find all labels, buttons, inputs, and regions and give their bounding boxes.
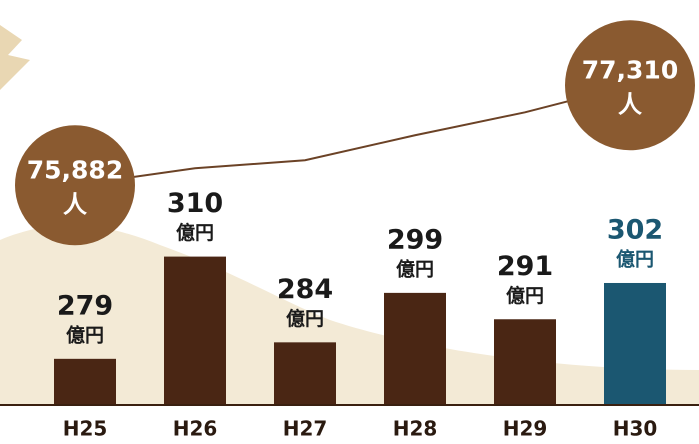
value-label: 291 [497, 251, 553, 282]
bar [54, 359, 116, 405]
x-tick-label: H30 [613, 417, 658, 441]
chart: 75,882人77,310人 279億円H25310億円H26284億円H272… [0, 0, 699, 444]
value-unit: 億円 [176, 221, 214, 244]
value-label: 310 [167, 188, 223, 219]
bar [384, 293, 446, 405]
x-tick-label: H28 [393, 417, 438, 441]
value-label: 302 [607, 214, 663, 245]
value-unit: 億円 [396, 257, 434, 280]
value-unit: 億円 [616, 247, 654, 270]
population-marker [565, 20, 695, 150]
value-label: 299 [387, 224, 443, 255]
value-unit: 億円 [506, 284, 544, 307]
population-unit: 人 [618, 90, 642, 118]
value-unit: 億円 [286, 307, 324, 330]
value-unit: 億円 [66, 323, 104, 346]
value-label: 279 [57, 290, 113, 321]
x-tick-label: H26 [173, 417, 218, 441]
population-label: 75,882 [27, 155, 123, 184]
x-tick-label: H27 [283, 417, 328, 441]
bar [164, 257, 226, 405]
population-label: 77,310 [582, 55, 678, 84]
bar [494, 319, 556, 405]
population-unit: 人 [63, 190, 87, 218]
x-tick-label: H25 [63, 417, 108, 441]
line-layer: 75,882 人 77,310 人 [15, 20, 695, 245]
page: {"chart_data": {"type": "bar", "categori… [0, 0, 699, 444]
leaf-decoration [0, 25, 30, 90]
bar [604, 283, 666, 405]
population-marker [15, 125, 135, 245]
value-label: 284 [277, 274, 333, 305]
x-tick-label: H29 [503, 417, 548, 441]
bar [274, 342, 336, 405]
population-line [75, 85, 630, 185]
